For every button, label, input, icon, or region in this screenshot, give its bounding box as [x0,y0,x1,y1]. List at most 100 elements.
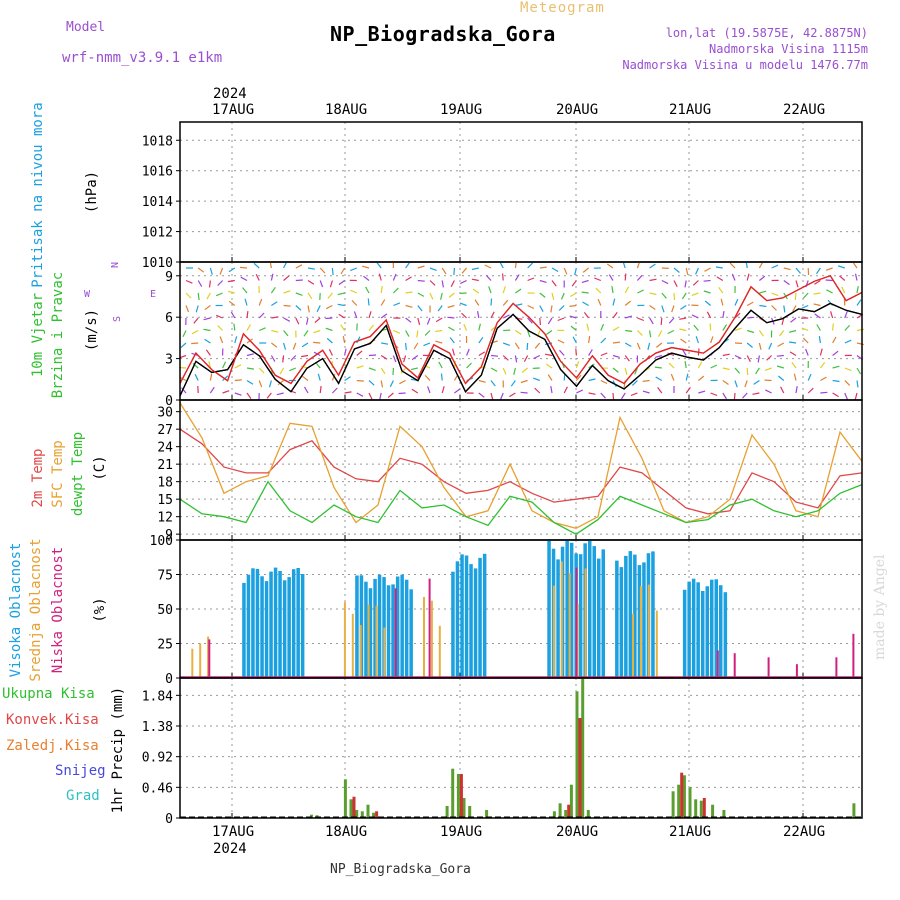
wind-arrow [534,387,541,394]
wind-arrow [258,312,265,319]
y-tick-label: 21 [157,458,173,473]
wind-arrow [854,273,858,281]
wind-arrow [783,305,786,313]
wind-arrow [753,380,760,385]
wind-arrow [411,388,419,394]
precip-bar-0 [445,806,449,818]
label-precip-4: Grad [66,788,100,804]
day-label-bottom: 17AUG [212,824,254,840]
cloud-bar-high [368,588,373,678]
wind-arrow [820,376,827,382]
wind-arrow [532,377,541,382]
cloud-bar-high [578,554,583,678]
wind-arrow [805,348,809,356]
wind-arrow [424,374,431,381]
wind-arrow [350,267,358,272]
cloud-bar-high [464,555,469,678]
cloud-bar-high [682,589,687,678]
wind-arrow [657,330,663,337]
wind-arrow [502,299,509,306]
y-tick-label: 27 [157,423,173,438]
wind-arrow [331,387,338,394]
cloud-bar-low [733,653,736,678]
wind-arrow [698,390,706,394]
wind-arrow [563,386,568,394]
wind-arrow [398,392,406,395]
precip-bar-0 [552,811,556,818]
cloud-bar-high [633,554,637,678]
wind-arrow [781,317,785,325]
footer-station-name: NP_Biogradska_Gora [330,862,471,877]
wind-arrow [472,288,480,294]
precip-bar-0 [456,774,460,818]
day-label-top: 17AUG [212,102,254,118]
wind-arrow [691,314,699,319]
wind-arrow [825,279,833,282]
wind-arrow [608,274,614,281]
wind-arrow [758,342,762,350]
wind-arrow [776,354,784,357]
wind-arrow [768,342,773,350]
wind-arrow [783,267,791,271]
wind-arrow [545,330,553,335]
cloud-bar-low [394,588,397,678]
wind-arrow [282,355,285,363]
wind-arrow [757,355,760,363]
wind-arrow [405,317,412,323]
model-label: Model [66,20,106,35]
wind-arrow [368,311,372,319]
chart-subtitle: Meteogram [520,0,605,16]
wind-arrow [539,266,547,269]
wind-arrow [270,286,276,294]
wind-arrow [575,348,577,356]
wind-arrow [338,280,345,286]
day-label-bottom: 19AUG [440,824,482,840]
cloud-bar-mid [632,613,634,678]
wind-arrow [668,317,675,324]
wind-arrow [832,379,840,383]
wind-arrow [313,329,321,334]
wind-arrow [392,287,399,294]
wind-arrow [515,303,523,307]
wind-arrow [317,373,321,381]
wind-arrow [380,299,386,306]
wind-arrow [557,317,565,322]
wind-arrow [303,330,309,337]
cloud-bar-high [723,592,728,678]
wind-arrow [581,291,589,294]
wind-arrow [550,305,553,313]
wind-arrow [452,348,455,356]
wind-arrow [795,280,799,288]
wind-arrow [325,327,333,332]
wind-arrow [684,361,687,369]
wind-arrow [637,317,645,322]
wind-arrow [539,292,546,298]
wind-arrow [246,324,252,331]
wind-arrow [230,311,236,319]
wind-arrow [759,290,767,294]
wind-arrow [734,380,738,388]
wind-arrow [685,267,689,275]
wind-arrow [376,262,382,269]
precip-bar-1 [578,718,582,818]
wind-arrow [258,327,266,332]
cloud-bar-high [719,585,723,678]
wind-arrow [575,374,582,381]
wind-arrow [380,354,388,360]
precip-bar-0 [682,775,686,818]
wind-arrow [295,264,303,269]
wind-arrow [270,273,274,281]
cloud-bar-high [373,578,377,678]
cloud-bar-high [255,568,260,678]
wind-arrow [448,292,455,298]
year-label-top: 2024 [213,86,247,102]
wind-arrow [356,365,364,369]
wind-arrow [746,301,754,307]
wind-arrow [222,375,229,381]
wind-arrow [642,379,650,382]
wind-arrow [681,292,687,300]
cloud-bar-high [473,568,478,678]
wind-arrow [380,380,384,388]
wind-arrow [344,348,347,356]
wind-arrow [292,342,297,350]
